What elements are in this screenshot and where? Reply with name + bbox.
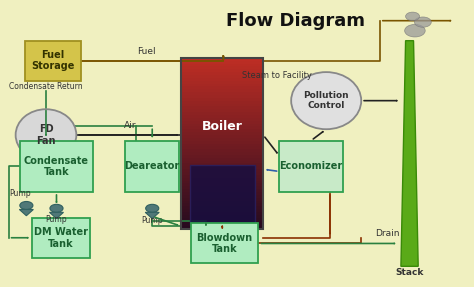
Bar [182, 206, 263, 209]
Bar [182, 160, 263, 164]
Bar [191, 224, 258, 263]
Bar [182, 214, 263, 218]
Bar [182, 174, 263, 178]
Text: Flow Diagram: Flow Diagram [227, 12, 365, 30]
Bar [182, 63, 263, 66]
Text: Fuel
Storage: Fuel Storage [31, 50, 75, 71]
Bar [182, 194, 263, 198]
Bar [182, 58, 263, 229]
Bar [182, 60, 263, 63]
Bar [182, 183, 263, 186]
Bar [20, 141, 93, 192]
Bar [25, 41, 81, 81]
Bar [182, 120, 263, 123]
Bar [182, 191, 263, 195]
Text: Condensate Return: Condensate Return [9, 82, 83, 91]
Circle shape [20, 201, 33, 210]
Bar [182, 80, 263, 84]
Circle shape [50, 204, 63, 212]
Bar [182, 197, 263, 201]
Bar [182, 140, 263, 144]
Bar [182, 134, 263, 138]
Ellipse shape [16, 109, 76, 161]
Bar [182, 77, 263, 81]
Bar [182, 106, 263, 109]
Bar [182, 66, 263, 69]
Polygon shape [19, 210, 33, 216]
Bar [182, 223, 263, 226]
Bar [182, 217, 263, 221]
Bar [182, 220, 263, 224]
Text: DM Water
Tank: DM Water Tank [34, 227, 88, 249]
Bar [182, 126, 263, 129]
Text: FD
Fan: FD Fan [36, 124, 56, 146]
Bar [182, 71, 263, 75]
Bar [182, 143, 263, 146]
Bar [182, 166, 263, 169]
Bar [182, 163, 263, 166]
Bar [182, 92, 263, 95]
Bar [182, 137, 263, 141]
Text: Condensate
Tank: Condensate Tank [24, 156, 89, 177]
Text: Deareator: Deareator [125, 161, 180, 171]
Bar [182, 103, 263, 106]
Bar [182, 180, 263, 183]
Text: Pollution
Control: Pollution Control [303, 91, 349, 110]
Bar [182, 89, 263, 92]
Bar [182, 131, 263, 135]
Bar [32, 218, 91, 258]
Bar [182, 200, 263, 203]
Text: Steam to Facility: Steam to Facility [242, 71, 312, 80]
Text: Drain: Drain [374, 229, 399, 238]
Text: Air: Air [124, 121, 137, 130]
Circle shape [405, 24, 425, 37]
Bar [182, 157, 263, 161]
Bar [182, 189, 263, 192]
Text: Economizer: Economizer [279, 161, 343, 171]
Bar [182, 112, 263, 115]
Bar [182, 94, 263, 98]
Bar [182, 177, 263, 181]
Bar [182, 129, 263, 132]
Bar [182, 117, 263, 121]
Text: Pump: Pump [46, 215, 67, 224]
Bar [182, 154, 263, 158]
Text: Pump: Pump [9, 189, 31, 198]
Bar [182, 226, 263, 229]
Bar [182, 69, 263, 72]
Polygon shape [145, 212, 159, 219]
Circle shape [406, 12, 419, 21]
Text: Stack: Stack [395, 268, 423, 277]
Ellipse shape [291, 72, 361, 129]
Bar [182, 186, 263, 189]
Bar [280, 141, 343, 192]
Circle shape [414, 17, 431, 27]
Bar [182, 97, 263, 101]
Bar [182, 114, 263, 118]
Bar [182, 169, 263, 172]
Bar [182, 83, 263, 86]
Bar [182, 109, 263, 112]
Bar [182, 203, 263, 206]
Bar [182, 100, 263, 104]
Text: Boiler: Boiler [202, 120, 243, 133]
Bar [182, 57, 263, 61]
Polygon shape [401, 41, 418, 266]
Bar [182, 209, 263, 212]
Bar [182, 123, 263, 126]
Bar [182, 146, 263, 149]
Bar [182, 74, 263, 78]
Text: Blowdown
Tank: Blowdown Tank [197, 233, 253, 254]
Bar [182, 152, 263, 155]
Bar [190, 165, 255, 225]
Text: Pump: Pump [141, 216, 163, 226]
Bar [182, 212, 263, 215]
Bar [182, 149, 263, 152]
Circle shape [146, 204, 159, 212]
Bar [182, 86, 263, 89]
Text: Fuel: Fuel [137, 46, 155, 55]
Bar [182, 172, 263, 175]
Bar [126, 141, 179, 192]
Polygon shape [49, 212, 64, 219]
